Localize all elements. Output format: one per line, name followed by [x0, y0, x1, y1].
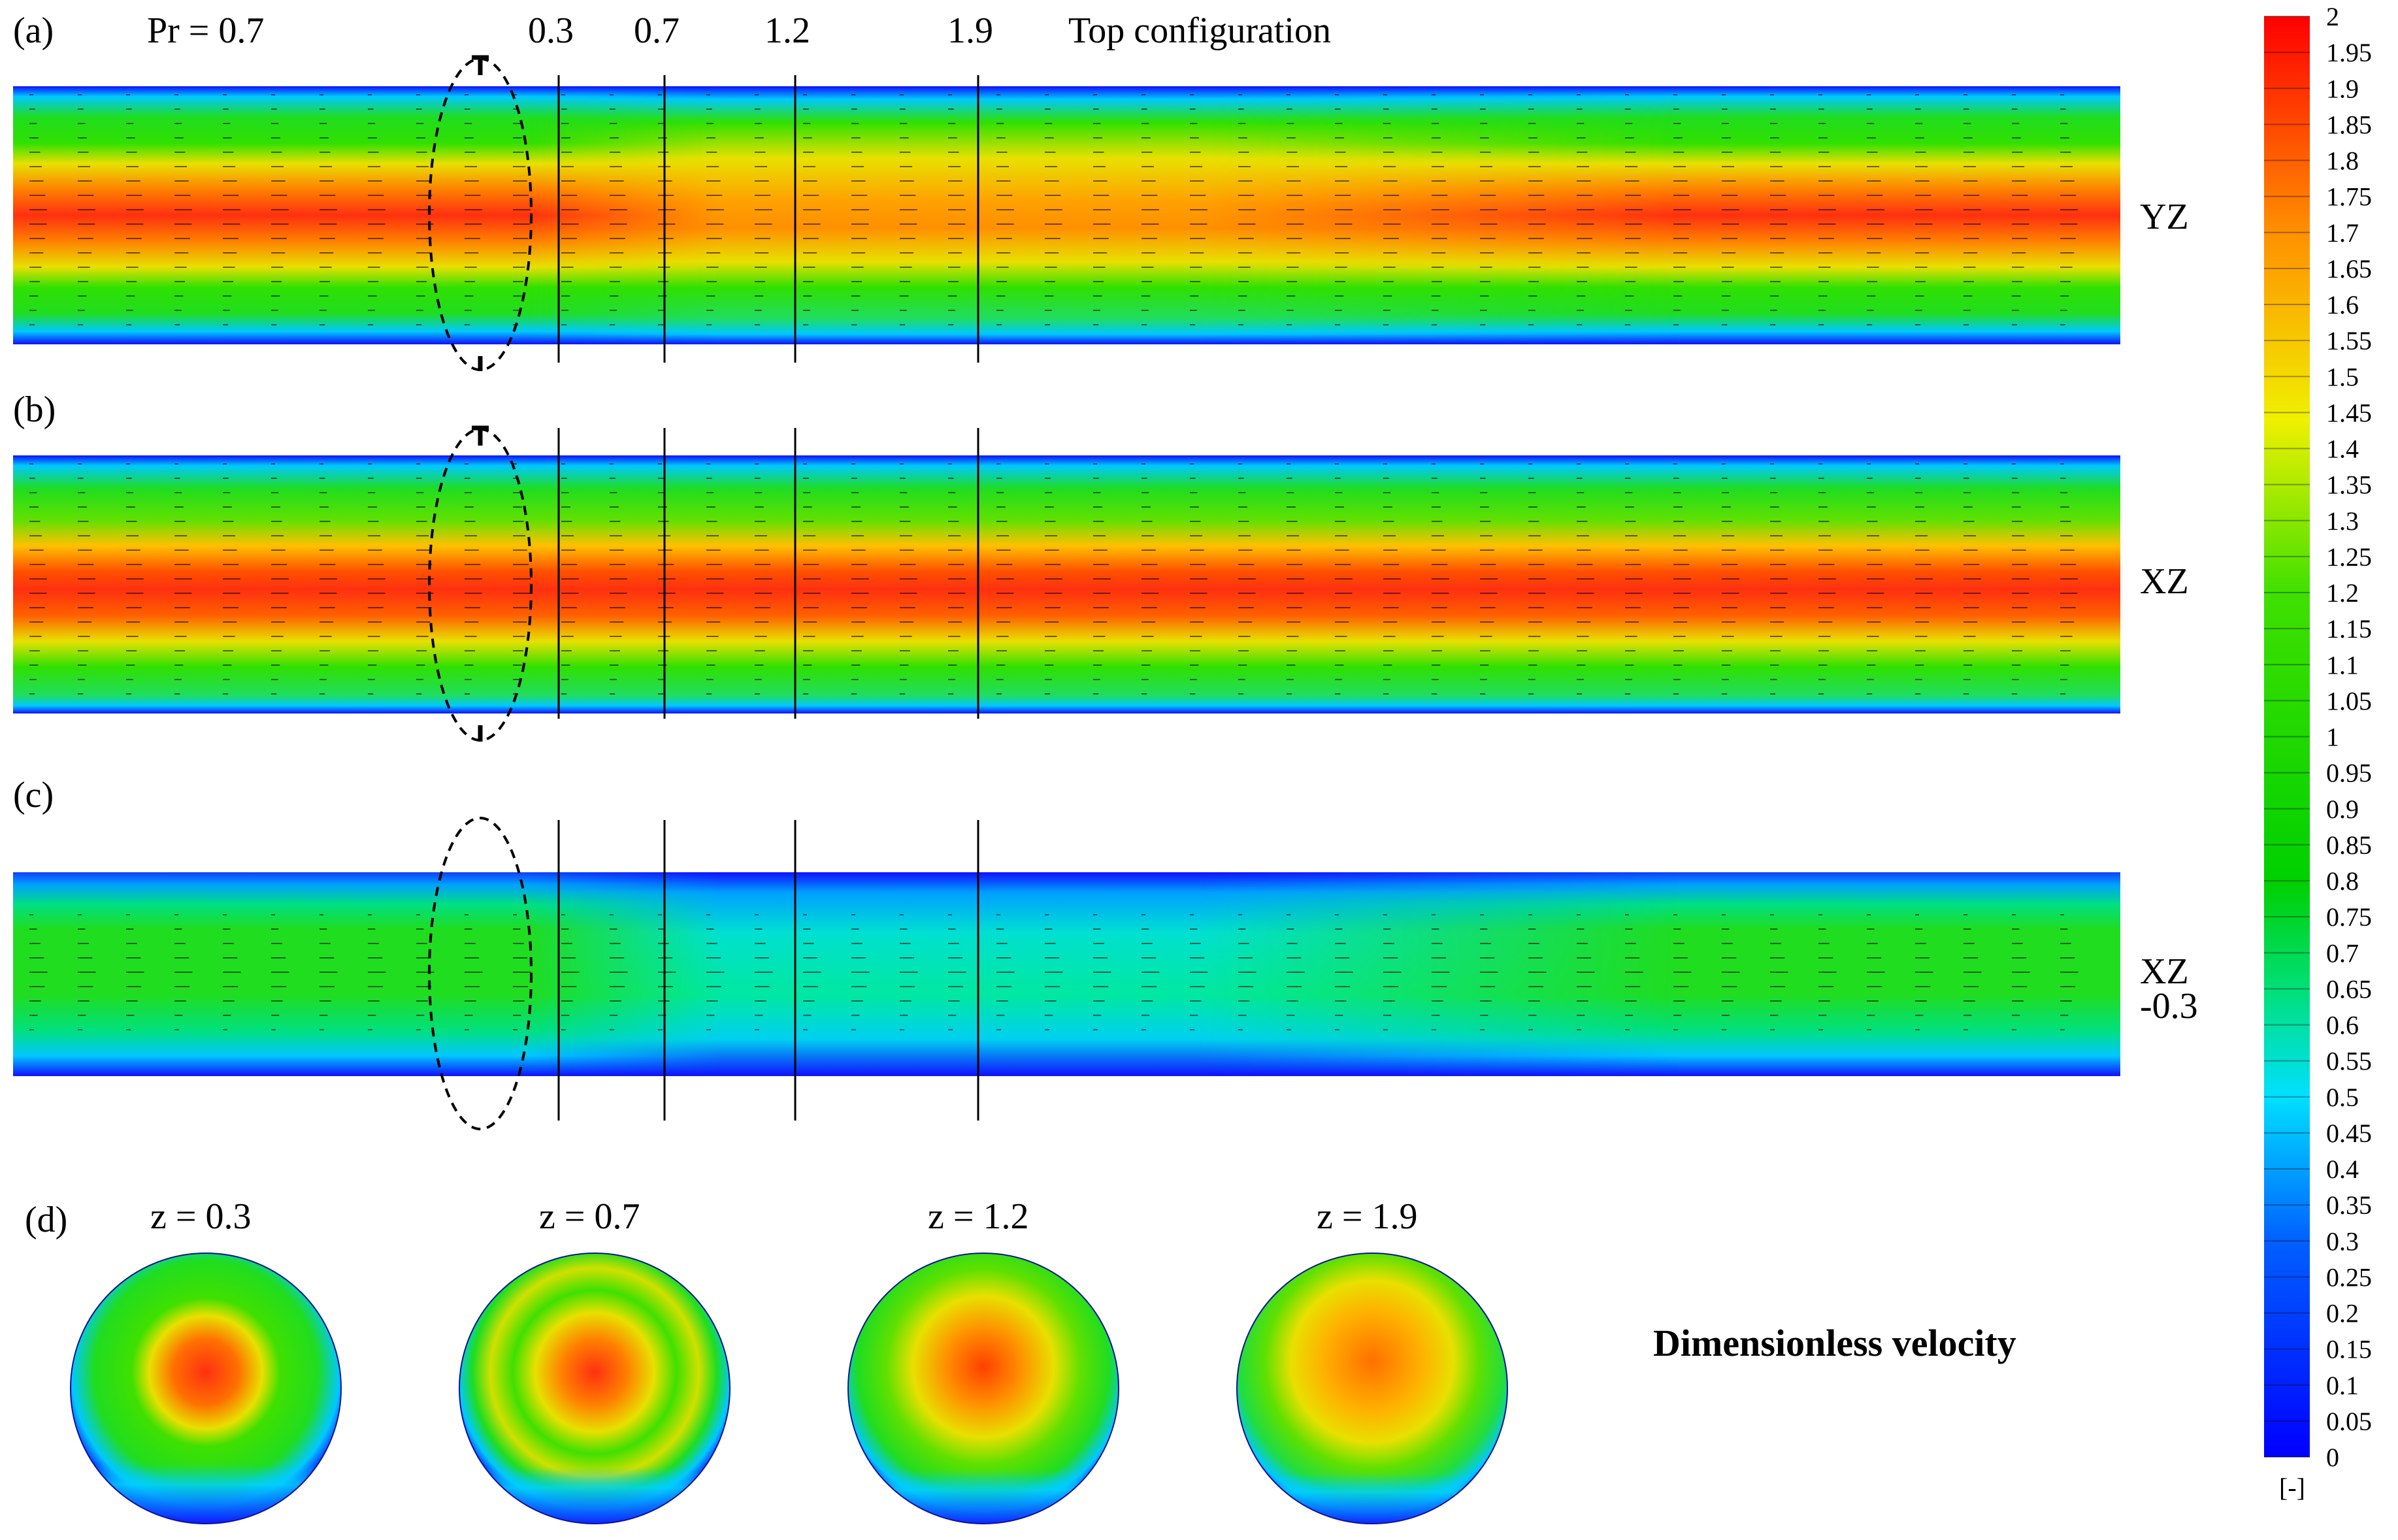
colorbar-tick-label: 1.15 — [2326, 614, 2372, 644]
colorbar-tick-label: 1.1 — [2326, 650, 2359, 680]
colorbar-tick-label: 0.2 — [2326, 1299, 2359, 1328]
colorbar-tick-label: 1.4 — [2326, 434, 2359, 464]
yz-velocity-vectors — [29, 94, 2078, 325]
section-mark-0-3: 0.3 — [528, 10, 574, 51]
yz-plane-label: YZ — [2140, 197, 2189, 237]
colorbar-tick-label: 0.85 — [2326, 830, 2372, 860]
cross-section-label-4: z = 1.9 — [1317, 1196, 1417, 1237]
colorbar-tick-label: 0.25 — [2326, 1262, 2372, 1292]
colorbar-tick-label: 0.05 — [2326, 1407, 2372, 1436]
colorbar-tick-label: 1 — [2326, 723, 2339, 752]
colorbar-tick-label: 1.65 — [2326, 254, 2372, 284]
section-mark-1-9: 1.9 — [947, 10, 993, 51]
colorbar-tick-label: 1.5 — [2326, 362, 2359, 391]
colorbar-tick-label: 0.1 — [2326, 1371, 2359, 1400]
colorbar-ticks: 2 1.95 1.9 1.85 1.8 1.75 1.7 1.65 1.6 1.55 1.5 1.45… — [2264, 2, 2372, 1472]
panel-b: (b) XZ — [13, 389, 2189, 713]
panel-a-label: (a) — [13, 10, 54, 51]
xz-offset-midsection-field — [13, 872, 2120, 1076]
colorbar-tick-label: 0.6 — [2326, 1011, 2359, 1040]
colorbar-tick-label: 0.3 — [2326, 1226, 2359, 1256]
cross-section-label-3: z = 1.2 — [928, 1196, 1028, 1237]
section-markers — [557, 75, 979, 1121]
cross-section-label-1: z = 0.3 — [150, 1196, 251, 1237]
colorbar-tick-label: 0.4 — [2326, 1155, 2359, 1184]
colorbar-tick-label: 0.15 — [2326, 1335, 2372, 1364]
colorbar-tick-label: 0.9 — [2326, 795, 2359, 824]
colorbar-tick-label: 1.8 — [2326, 146, 2359, 176]
colorbar-tick-label: 1.75 — [2326, 182, 2372, 212]
colorbar-tick-label: 0.7 — [2326, 938, 2359, 968]
section-mark-1-2: 1.2 — [764, 10, 810, 51]
panel-d-label: (d) — [25, 1200, 67, 1240]
colorbar-unit: [-] — [2279, 1473, 2305, 1502]
colorbar-tick-label: 0 — [2326, 1443, 2339, 1472]
colorbar-tick-label: 0.95 — [2326, 759, 2372, 788]
xz-offset-value: -0.3 — [2140, 986, 2198, 1026]
colorbar-tick-label: 1.2 — [2326, 578, 2359, 608]
panel-d: (d) z = 0.3 z = 0.7 z = 1.2 z = 1.9 Dime… — [25, 1196, 2016, 1524]
panel-a: (a) Pr = 0.7 Top configuration YZ — [13, 10, 2189, 344]
colorbar-tick-label: 1.3 — [2326, 506, 2359, 536]
cross-section-z-0-3 — [71, 1253, 341, 1524]
colorbar-tick-label: 0.5 — [2326, 1083, 2359, 1112]
colorbar-tick-label: 1.9 — [2326, 74, 2359, 103]
cross-section-z-1-9 — [1237, 1253, 1507, 1524]
colorbar-tick-label: 2 — [2326, 2, 2339, 31]
panel-c-label: (c) — [13, 775, 54, 815]
yz-midsection-field — [13, 86, 2120, 344]
inlet-arrows — [472, 55, 489, 742]
colorbar-tick-label: 0.35 — [2326, 1190, 2372, 1220]
xz-velocity-vectors — [29, 463, 2078, 695]
cross-section-z-1-2 — [848, 1253, 1119, 1524]
colorbar-tick-label: 0.55 — [2326, 1047, 2372, 1076]
colorbar-tick-label: 0.75 — [2326, 902, 2372, 932]
panel-b-label: (b) — [13, 389, 56, 430]
field-title: Dimensionless velocity — [1653, 1322, 2016, 1364]
colorbar: 2 1.95 1.9 1.85 1.8 1.75 1.7 1.65 1.6 1.55 1.5 1.45… — [2264, 2, 2372, 1502]
colorbar-tick-label: 1.25 — [2326, 542, 2372, 572]
colorbar-tick-label: 0.45 — [2326, 1119, 2372, 1148]
xz-offset-velocity-vectors — [29, 914, 2078, 1030]
panel-c: (c) XZ -0.3 — [13, 775, 2198, 1076]
colorbar-tick-label: 1.7 — [2326, 218, 2359, 248]
colorbar-tick-label: 0.8 — [2326, 866, 2359, 896]
colorbar-tick-label: 1.55 — [2326, 326, 2372, 355]
colorbar-tick-label: 1.05 — [2326, 686, 2372, 715]
prandtl-label: Pr = 0.7 — [147, 10, 264, 51]
colorbar-tick-label: 1.85 — [2326, 110, 2372, 139]
xz-offset-plane-label: XZ — [2140, 951, 2189, 992]
cross-section-label-2: z = 0.7 — [539, 1196, 640, 1237]
colorbar-tick-label: 1.45 — [2326, 398, 2372, 427]
colorbar-tick-label: 0.65 — [2326, 974, 2372, 1004]
colorbar-tick-label: 1.95 — [2326, 38, 2372, 67]
colorbar-gradient — [2264, 16, 2310, 1457]
cross-section-z-0-7 — [459, 1253, 730, 1524]
colorbar-tick-label: 1.35 — [2326, 470, 2372, 500]
xz-plane-label: XZ — [2140, 561, 2189, 602]
section-mark-0-7: 0.7 — [634, 10, 680, 51]
colorbar-tick-label: 1.6 — [2326, 290, 2359, 319]
configuration-title: Top configuration — [1068, 10, 1331, 51]
xz-velocity-field — [13, 455, 2120, 713]
